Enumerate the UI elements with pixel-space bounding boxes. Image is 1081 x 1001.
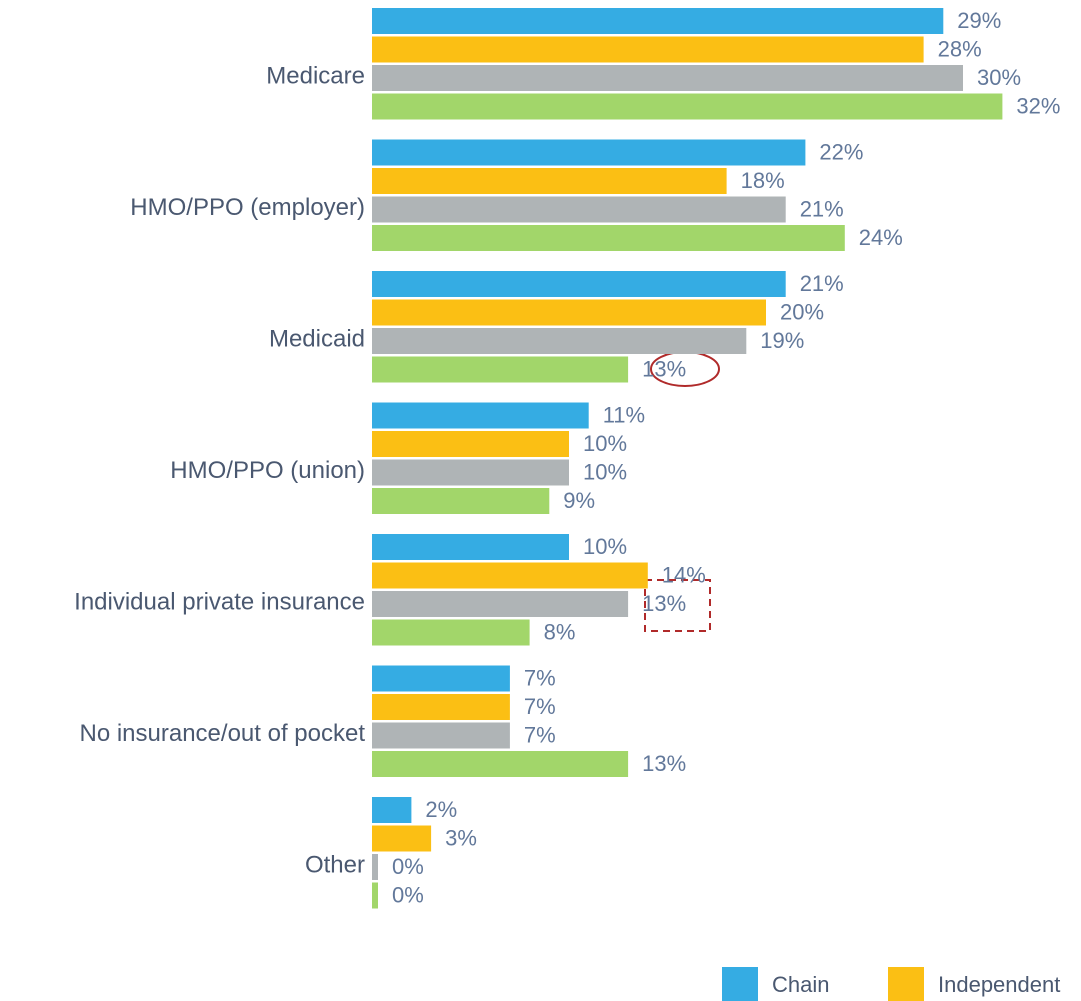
legend-swatch <box>888 967 924 1001</box>
category-label: HMO/PPO (union) <box>170 457 365 484</box>
legend-label: Independent <box>938 972 1060 997</box>
category-label: No insurance/out of pocket <box>79 720 365 747</box>
value-label: 28% <box>938 36 982 61</box>
bar <box>372 196 786 223</box>
bar <box>372 591 629 617</box>
value-label: 21% <box>800 196 844 221</box>
bar <box>372 8 944 34</box>
bar <box>372 751 629 777</box>
bar <box>372 431 569 457</box>
bar <box>372 225 845 251</box>
bar <box>372 534 569 560</box>
value-label: 8% <box>544 619 576 644</box>
value-label: 7% <box>524 665 556 690</box>
category-label: Medicare <box>266 62 365 89</box>
category-label: Individual private insurance <box>74 588 365 615</box>
value-label: 22% <box>819 139 863 164</box>
bar <box>372 402 589 429</box>
bar <box>372 694 510 720</box>
bar <box>372 665 510 692</box>
bar <box>372 488 550 514</box>
value-label: 2% <box>425 797 457 822</box>
bar <box>372 168 727 194</box>
bar <box>372 854 378 880</box>
bar <box>372 562 648 589</box>
bar <box>372 619 530 646</box>
value-label: 0% <box>392 854 424 879</box>
value-label: 10% <box>583 534 627 559</box>
value-label: 13% <box>642 751 686 776</box>
legend-swatch <box>722 967 758 1001</box>
highlight-box <box>644 579 711 632</box>
value-label: 19% <box>760 328 804 353</box>
value-label: 18% <box>741 168 785 193</box>
category-label: Medicaid <box>269 325 365 352</box>
value-label: 7% <box>524 694 556 719</box>
bar <box>372 271 786 297</box>
value-label: 7% <box>524 722 556 747</box>
bar <box>372 722 510 749</box>
bar <box>372 299 766 326</box>
category-label: Other <box>305 851 365 878</box>
bar <box>372 356 629 383</box>
value-label: 13% <box>642 591 686 616</box>
value-label: 14% <box>662 562 706 587</box>
value-label: 13% <box>642 356 686 381</box>
value-label: 32% <box>1016 93 1060 118</box>
value-label: 20% <box>780 299 824 324</box>
bar <box>372 93 1003 120</box>
value-label: 10% <box>583 431 627 456</box>
bar <box>372 797 412 823</box>
value-label: 21% <box>800 271 844 296</box>
bar <box>372 882 378 909</box>
bar <box>372 328 747 354</box>
bar <box>372 459 569 486</box>
value-label: 9% <box>563 488 595 513</box>
value-label: 3% <box>445 825 477 850</box>
category-label: HMO/PPO (employer) <box>130 194 365 221</box>
legend-label: Chain <box>772 972 829 997</box>
value-label: 10% <box>583 459 627 484</box>
value-label: 0% <box>392 882 424 907</box>
bar <box>372 825 432 852</box>
bar <box>372 65 963 91</box>
value-label: 11% <box>603 402 645 427</box>
value-label: 29% <box>957 8 1001 33</box>
value-label: 30% <box>977 65 1021 90</box>
value-label: 24% <box>859 225 903 250</box>
bar <box>372 36 924 63</box>
bar <box>372 139 806 166</box>
